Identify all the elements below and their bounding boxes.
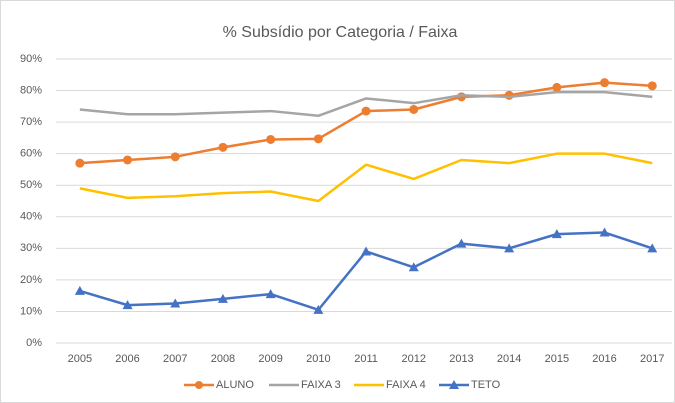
legend-label: FAIXA 4 [386, 379, 426, 391]
series-line [79, 90, 653, 118]
data-point [75, 158, 85, 168]
x-tick-label: 2014 [497, 353, 521, 365]
y-tick-label: 40% [20, 211, 42, 223]
y-tick-label: 10% [20, 305, 42, 317]
data-point [647, 81, 657, 91]
legend-marker [449, 380, 459, 389]
legend-label: TETO [471, 379, 501, 391]
series-line [79, 152, 653, 203]
data-point [456, 238, 467, 248]
x-tick-label: 2005 [68, 353, 92, 365]
y-tick-label: 70% [20, 116, 42, 128]
data-point [122, 300, 133, 310]
x-tick-label: 2012 [402, 353, 426, 365]
y-tick-label: 0% [26, 337, 42, 349]
x-tick-label: 2011 [354, 353, 378, 365]
data-point [647, 243, 658, 253]
y-tick-label: 60% [20, 148, 42, 160]
data-point [409, 104, 419, 114]
y-tick-label: 80% [20, 84, 42, 96]
data-point [504, 90, 514, 100]
data-point [408, 262, 419, 272]
data-point [600, 78, 610, 88]
x-tick-label: 2009 [258, 353, 282, 365]
data-point [266, 134, 276, 144]
data-point [218, 142, 228, 152]
data-point [265, 289, 276, 299]
data-point [361, 246, 372, 256]
y-tick-label: 50% [20, 179, 42, 191]
data-point [504, 243, 515, 253]
legend-label: FAIXA 3 [301, 379, 341, 391]
x-tick-label: 2010 [306, 353, 330, 365]
data-point [217, 293, 228, 303]
data-point [551, 229, 562, 239]
x-tick-label: 2013 [449, 353, 473, 365]
legend-marker [195, 381, 203, 389]
x-tick-label: 2015 [545, 353, 569, 365]
data-point [599, 227, 610, 237]
x-tick-label: 2007 [163, 353, 187, 365]
y-tick-label: 90% [20, 53, 42, 65]
data-point [313, 304, 324, 314]
data-point [170, 298, 181, 308]
data-point [552, 82, 562, 92]
chart-title: % Subsídio por Categoria / Faixa [223, 24, 458, 41]
data-point [170, 152, 180, 162]
data-point [361, 106, 371, 116]
x-tick-label: 2008 [211, 353, 235, 365]
x-tick-label: 2016 [592, 353, 616, 365]
x-tick-label: 2017 [640, 353, 664, 365]
y-tick-label: 20% [20, 274, 42, 286]
y-tick-label: 30% [20, 242, 42, 254]
data-point [74, 285, 85, 295]
legend-label: ALUNO [216, 379, 254, 391]
data-point [123, 155, 133, 165]
data-point [313, 134, 323, 144]
x-tick-label: 2006 [115, 353, 139, 365]
